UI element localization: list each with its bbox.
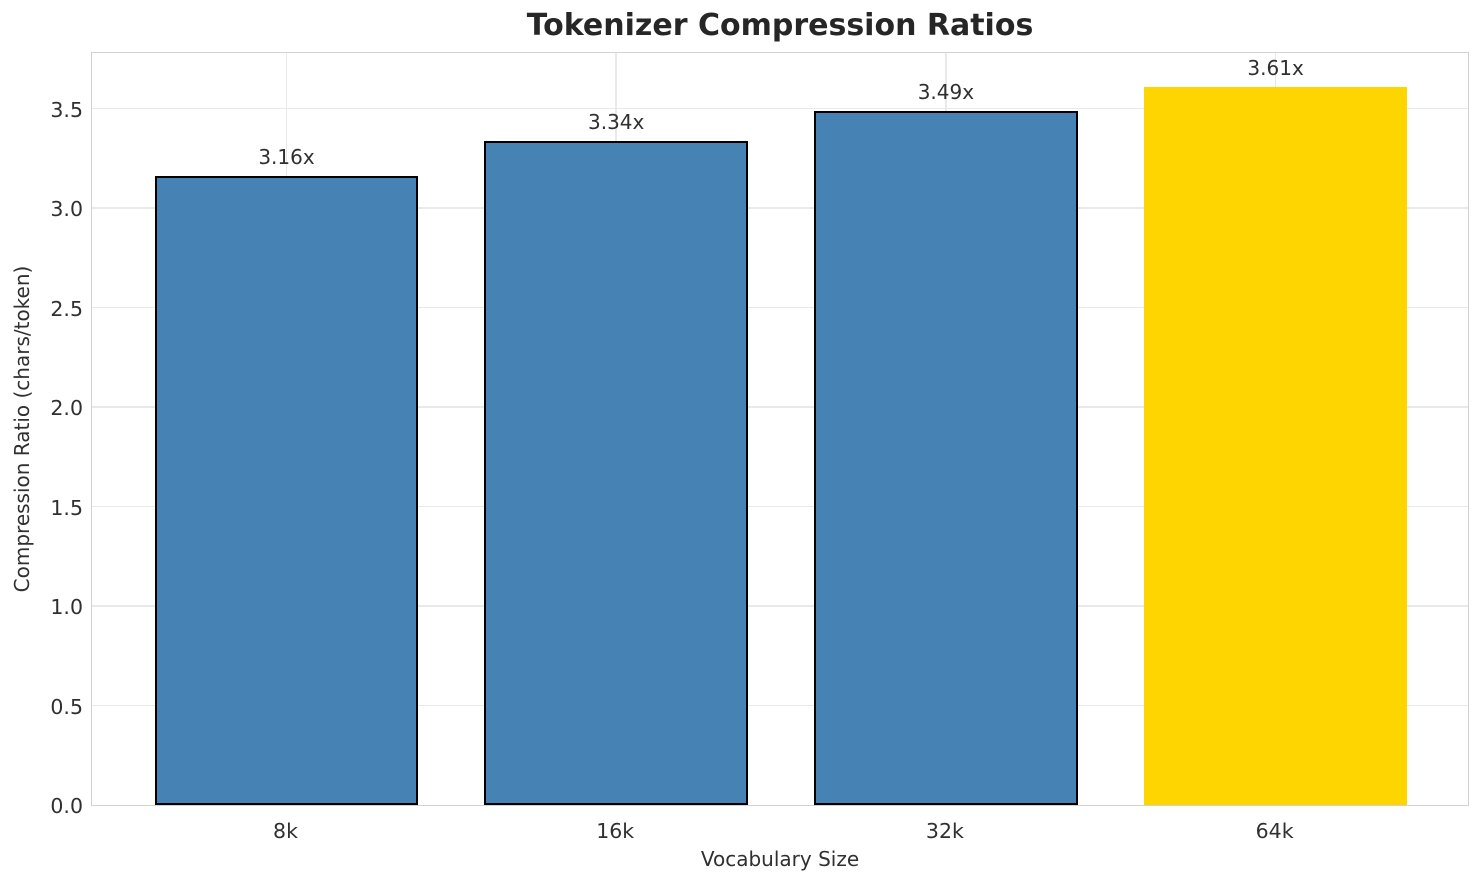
gridline-horizontal (92, 207, 1468, 209)
y-tick-label: 1.0 (50, 595, 83, 620)
y-tick-label: 2.0 (50, 396, 83, 421)
y-tick-label: 0.5 (50, 694, 83, 719)
x-tick-label: 16k (596, 819, 635, 843)
bar-value-label: 3.49x (917, 79, 975, 104)
plot-area: 3.16x 3.34x 3.49x 3.61x (91, 52, 1469, 806)
y-tick-label: 0.0 (50, 794, 83, 818)
bar-32k (814, 110, 1078, 805)
x-tick-label: 8k (273, 819, 298, 843)
y-tick-label: 3.0 (50, 197, 83, 222)
bar-value-label: 3.16x (258, 145, 315, 170)
gridline-horizontal (92, 306, 1468, 309)
gridline-horizontal (92, 505, 1468, 508)
x-axis-label: Vocabulary Size (700, 847, 860, 871)
gridline-horizontal (92, 605, 1468, 607)
gridline-horizontal (92, 704, 1468, 707)
x-tick-label: 64k (1255, 819, 1294, 843)
bar-8k (154, 176, 419, 805)
bar-16k (484, 140, 749, 805)
y-tick-label: 3.5 (50, 97, 83, 122)
y-tick-label: 2.5 (50, 296, 83, 321)
chart-title: Tokenizer Compression Ratios (526, 8, 1034, 43)
y-tick-label: 1.5 (50, 495, 83, 520)
bar-value-label: 3.61x (1247, 55, 1304, 80)
gridline-horizontal (92, 406, 1468, 408)
gridline-horizontal (92, 107, 1468, 110)
bar-64k (1143, 86, 1408, 805)
bar-value-label: 3.34x (588, 109, 645, 134)
x-tick-label: 32k (925, 819, 964, 843)
